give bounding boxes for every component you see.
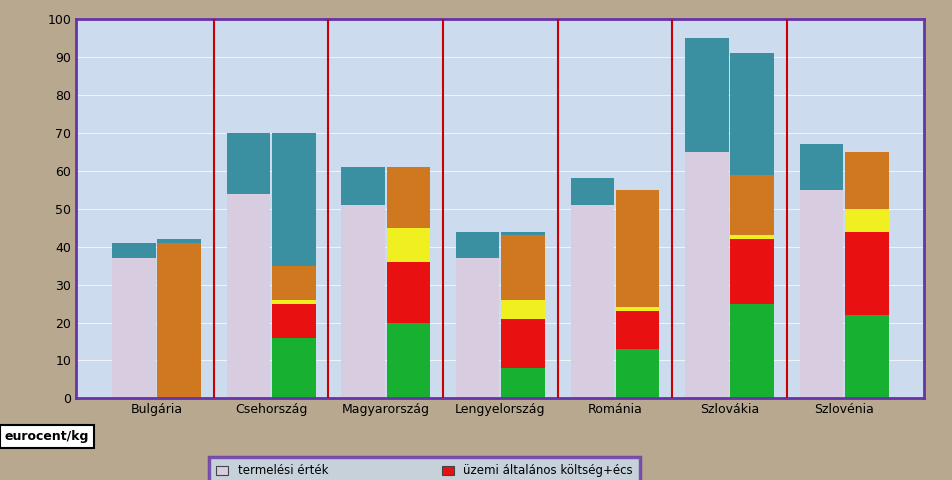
Bar [615,349,659,398]
Bar [501,368,545,398]
Bar [844,315,887,398]
Bar [844,209,887,231]
Bar [271,300,315,304]
Bar [799,190,843,398]
Bar [501,235,545,300]
Legend: termelési érték, támogatások (beruházási nélkül), takarmányköltség, üzemi általá: termelési érték, támogatások (beruházási… [209,457,639,480]
Bar [729,53,773,175]
Bar [341,167,385,205]
Bar [271,338,315,398]
Bar [501,300,545,319]
Bar [341,205,385,398]
Bar [844,231,887,315]
Bar [570,205,613,398]
Bar [615,190,659,307]
Bar [387,323,429,398]
Bar [271,133,315,266]
Bar [844,152,887,209]
Bar [227,193,270,398]
Bar [615,311,659,349]
Bar [271,266,315,300]
Bar [729,304,773,398]
Bar [271,304,315,338]
Bar [157,239,201,243]
Text: eurocent/kg: eurocent/kg [5,430,89,444]
Bar [570,179,613,205]
Bar [684,38,728,152]
Bar [684,152,728,398]
Bar [112,243,155,258]
Bar [227,133,270,193]
Bar [729,239,773,304]
Bar [455,231,499,258]
Bar [455,258,499,398]
Bar [729,235,773,239]
Bar [387,262,429,323]
Bar [615,307,659,311]
Bar [799,144,843,190]
Bar [157,243,201,398]
Bar [501,319,545,368]
Bar [387,167,429,228]
Bar [387,228,429,262]
Bar [501,231,545,235]
Bar [112,258,155,398]
Bar [729,175,773,235]
